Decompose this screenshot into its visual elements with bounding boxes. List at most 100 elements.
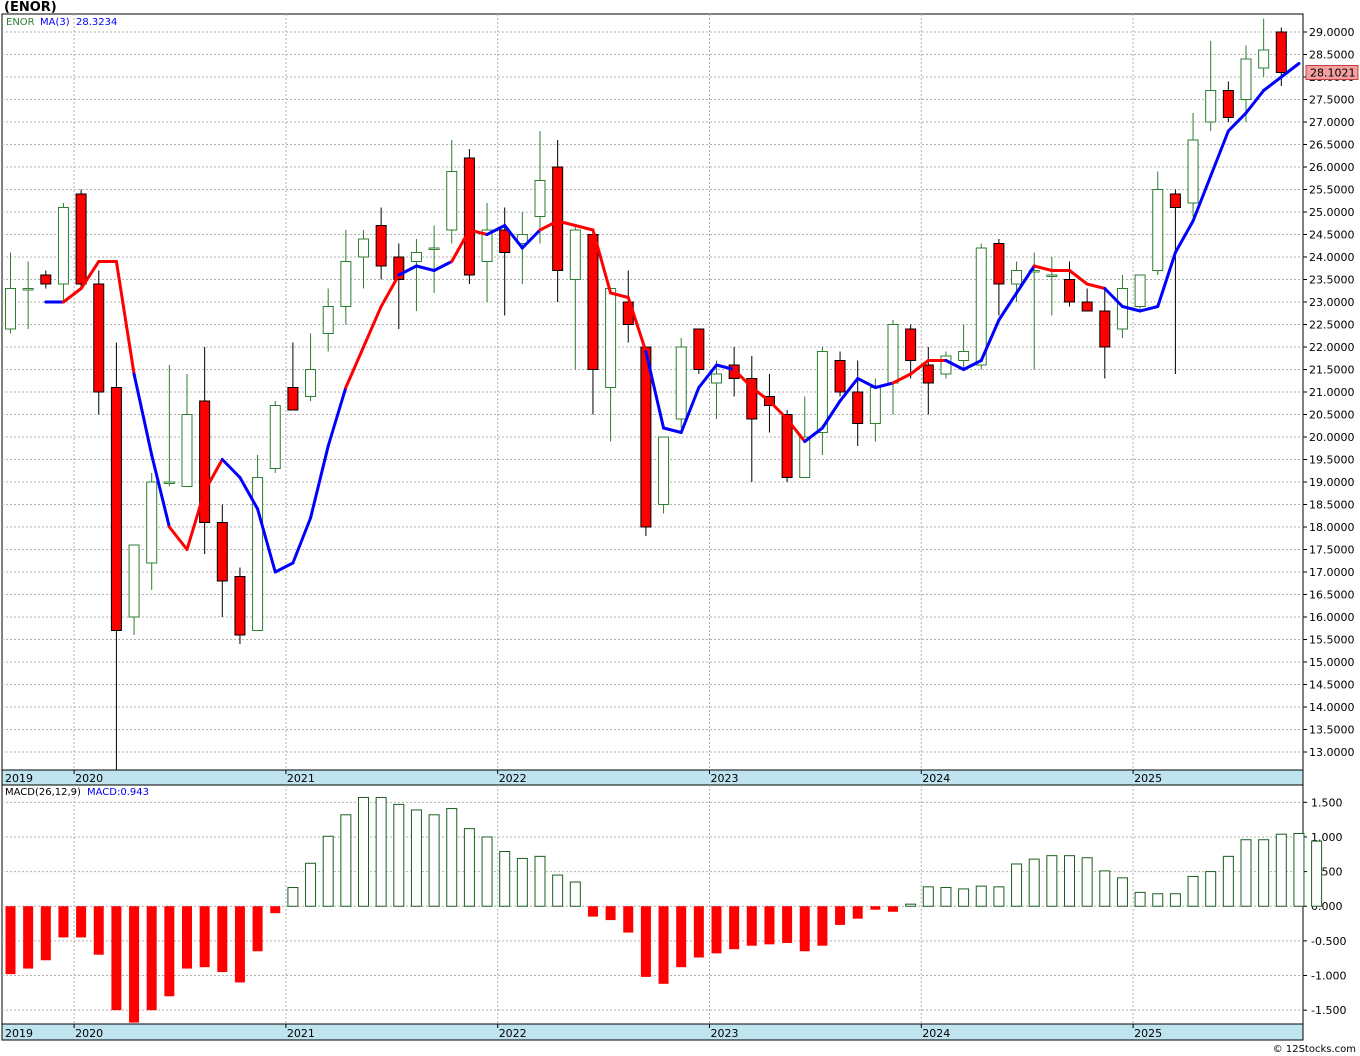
price-tick-label: 26.5000 [1309,139,1355,152]
price-tick-label: 21.5000 [1309,364,1355,377]
candle-body [1205,90,1217,123]
ma3-segment [803,426,824,443]
macd-bar [1240,839,1252,907]
macd-bar [993,886,1005,907]
ma3-segment [785,417,807,443]
ma3-segment [750,386,771,403]
candle-body [5,288,16,330]
candle-body [393,256,405,280]
candle-body [446,171,458,231]
macd-bar [1028,858,1040,907]
chart-title: (ENOR) [4,0,57,15]
macd-bar [817,906,828,946]
macd-bar [940,887,952,907]
price-tick-label: 15.0000 [1309,656,1355,669]
candle-body [428,247,440,250]
candle-body [799,436,811,478]
candle-body [640,346,652,528]
macd-bar [1064,855,1075,907]
macd-bar [23,906,34,969]
candle-body [234,576,246,636]
price-tick-label: 23.5000 [1309,274,1355,287]
macd-tick-label: -1.500 [1311,1004,1346,1017]
candle-body [75,193,87,285]
macd-bar [340,814,352,907]
ma3-segment [1156,251,1177,308]
candle-body [869,387,881,424]
price-tick-label: 17.0000 [1309,566,1355,579]
candle-body [605,288,617,388]
macd-bar [569,881,581,907]
ma3-segment [273,561,295,574]
ma3-segment [114,260,136,376]
ma3-segment [856,377,877,389]
ma3-segment [61,287,83,304]
ma3-segment [1244,89,1266,115]
macd-bar [182,906,192,969]
macd-bar [393,803,405,907]
macd-bar [587,906,598,917]
price-tick-label: 29.0000 [1309,26,1355,39]
macd-bar [640,906,651,977]
ma3-segment [503,224,524,250]
macd-bar [375,796,387,907]
price-tick-label: 20.5000 [1309,409,1355,422]
macd-bar [1258,839,1270,907]
price-tick-label: 17.5000 [1309,544,1355,557]
ma3-segment [150,453,171,529]
ma3-segment [1085,282,1107,290]
macd-year-label: 2022 [499,1027,527,1040]
ma3-segment [397,264,418,277]
macd-tick-label: -0.500 [1311,935,1346,948]
candle-body [252,477,264,631]
ma3-segment [538,219,560,232]
ma3-segment [820,399,842,430]
price-tick-label: 21.0000 [1309,386,1355,399]
candle-body [746,378,758,420]
price-tick-label: 24.0000 [1309,251,1355,264]
macd-bar [729,906,740,950]
candle-body [658,436,670,505]
price-tick-label: 18.5000 [1309,499,1355,512]
ma3-segment [203,458,224,493]
macd-year-label: 2024 [922,1027,950,1040]
macd-bar [1293,832,1305,907]
price-tick-label: 13.5000 [1309,724,1355,737]
ma3-segment [132,372,154,457]
ma3-segment [715,363,736,371]
ma3-segment [432,260,454,272]
price-tick-label: 27.5000 [1309,94,1355,107]
macd-bar [534,855,546,907]
candle-body [305,369,317,397]
candle-body [552,166,564,271]
ma3-segment [1279,62,1301,79]
candle-body [534,180,546,217]
ma3-segment [1138,305,1160,313]
macd-bar [658,906,669,984]
macd-bar [252,906,263,952]
ma3-segment [644,350,666,430]
ma3-segment [573,224,595,232]
price-tick-label: 15.5000 [1309,634,1355,647]
macd-bar [605,906,616,921]
macd-bar [111,906,122,1011]
candle-body [975,247,987,366]
ma3-segment [732,368,754,389]
ma3-segment [944,359,966,371]
price-tick-label: 16.5000 [1309,589,1355,602]
macd-bar [305,862,317,907]
footer-credit: © 12Stocks.com [1272,1044,1356,1055]
macd-bar [623,906,634,933]
price-year-label: 2020 [75,772,103,785]
ma3-segment [1226,111,1248,133]
legend-ma-label: MA(3) [40,17,70,28]
macd-bar [76,906,87,938]
macd-legend-label: MACD(26,12,9) [5,787,81,798]
price-year-label: 2021 [287,772,315,785]
price-tick-label: 16.0000 [1309,611,1355,624]
candle-body [1134,274,1146,307]
macd-bar [676,906,687,968]
macd-bar [164,906,175,997]
macd-bar [358,796,369,907]
ma3-segment [556,219,577,227]
